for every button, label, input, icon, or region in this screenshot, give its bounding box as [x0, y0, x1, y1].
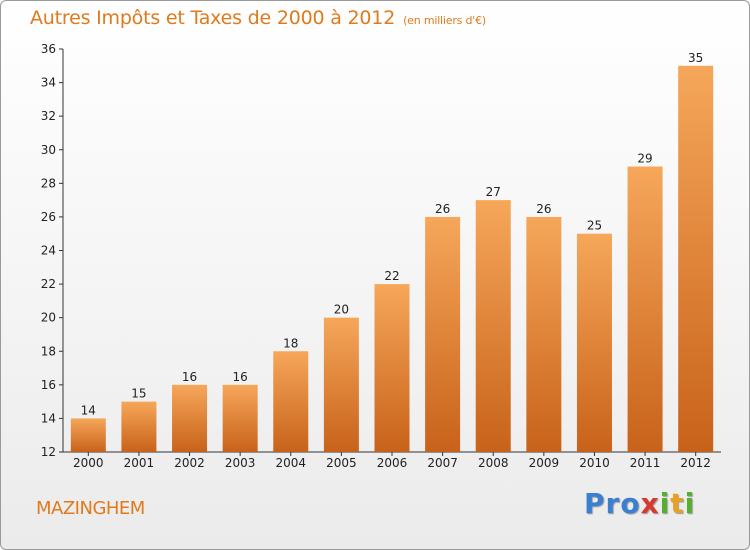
y-tick-label: 16	[41, 378, 56, 392]
logo-letter: t	[670, 487, 685, 520]
data-label: 14	[81, 403, 96, 417]
y-tick-label: 24	[41, 244, 56, 258]
y-tick-label: 36	[41, 42, 56, 56]
bar	[678, 65, 714, 453]
y-tick-label: 32	[41, 109, 56, 123]
data-label: 26	[536, 202, 551, 216]
y-tick-label: 34	[41, 76, 56, 90]
y-tick-label: 12	[41, 445, 56, 459]
y-tick-label: 26	[41, 210, 56, 224]
x-tick-label: 2011	[630, 456, 661, 470]
y-tick-label: 14	[41, 411, 56, 425]
chart-subtitle: (en milliers d'€)	[403, 14, 486, 27]
x-tick-label: 2001	[124, 456, 155, 470]
data-label: 29	[637, 152, 652, 166]
x-tick-label: 2009	[529, 456, 560, 470]
logo-letter: i	[659, 487, 671, 520]
bar	[627, 166, 663, 452]
x-tick-label: 2000	[73, 456, 104, 470]
y-tick-label: 28	[41, 176, 56, 190]
x-tick-label: 2005	[326, 456, 357, 470]
x-tick-label: 2003	[225, 456, 256, 470]
chart-title-text: Autres Impôts et Taxes de 2000 à 2012	[30, 7, 396, 29]
data-label: 18	[283, 336, 298, 350]
y-tick-label: 20	[41, 311, 56, 325]
data-label: 27	[486, 185, 501, 199]
x-tick-label: 2004	[275, 456, 306, 470]
x-tick-label: 2006	[377, 456, 408, 470]
data-label: 35	[688, 51, 703, 65]
bar	[425, 216, 461, 452]
chart-bars	[70, 65, 714, 453]
logo-letter: Pro	[584, 487, 641, 520]
data-label: 15	[131, 387, 146, 401]
x-tick-label: 2007	[427, 456, 458, 470]
bar	[576, 233, 612, 452]
bar	[172, 384, 208, 452]
bar	[374, 284, 410, 452]
chart-title: Autres Impôts et Taxes de 2000 à 2012 (en…	[30, 7, 486, 29]
bar	[70, 418, 106, 452]
x-tick-label: 2010	[579, 456, 610, 470]
y-tick-label: 22	[41, 277, 56, 291]
logo-letter: i	[684, 487, 696, 520]
x-tick-label: 2012	[680, 456, 711, 470]
location-name: MAZINGHEM	[36, 498, 145, 519]
data-label: 22	[384, 269, 399, 283]
x-tick-label: 2002	[174, 456, 205, 470]
y-tick-label: 30	[41, 143, 56, 157]
bar	[475, 200, 511, 452]
bar	[323, 317, 359, 452]
proxiti-logo[interactable]: Proxiti	[584, 487, 695, 520]
x-tick-label: 2008	[478, 456, 509, 470]
bar	[273, 351, 309, 452]
data-label: 16	[233, 370, 248, 384]
data-label: 16	[182, 370, 197, 384]
bar	[121, 401, 157, 452]
bar	[222, 384, 258, 452]
data-label: 26	[435, 202, 450, 216]
data-label: 20	[334, 303, 349, 317]
bar	[526, 216, 562, 452]
y-tick-label: 18	[41, 344, 56, 358]
data-label: 25	[587, 219, 602, 233]
chart-labels: 2000 14 2001 15 2002 16 2003 16 2004 18 2005 20 2006…	[73, 51, 711, 470]
logo-letter: x	[640, 487, 660, 520]
